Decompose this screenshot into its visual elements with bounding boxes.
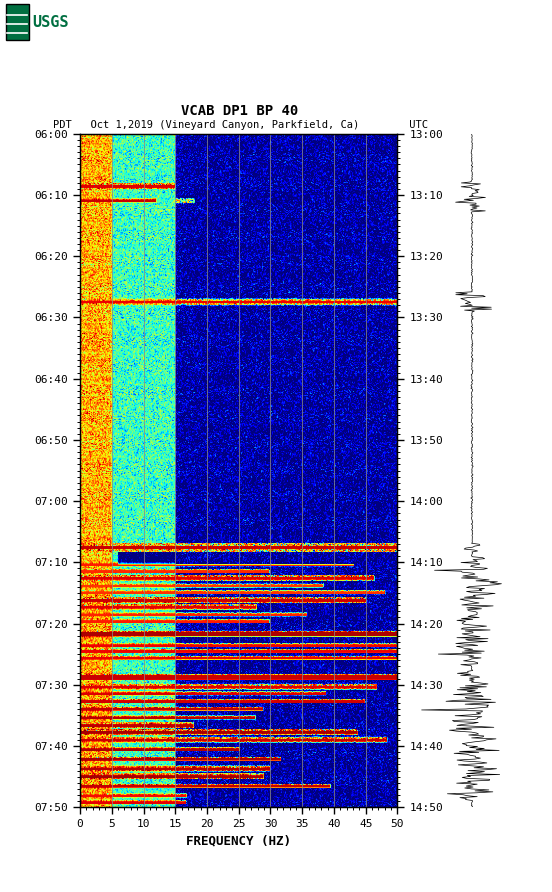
Text: USGS: USGS bbox=[32, 15, 68, 29]
X-axis label: FREQUENCY (HZ): FREQUENCY (HZ) bbox=[186, 835, 291, 847]
FancyBboxPatch shape bbox=[6, 4, 29, 40]
Text: PDT   Oct 1,2019 (Vineyard Canyon, Parkfield, Ca)        UTC: PDT Oct 1,2019 (Vineyard Canyon, Parkfie… bbox=[52, 120, 428, 130]
Text: VCAB DP1 BP 40: VCAB DP1 BP 40 bbox=[182, 103, 299, 118]
